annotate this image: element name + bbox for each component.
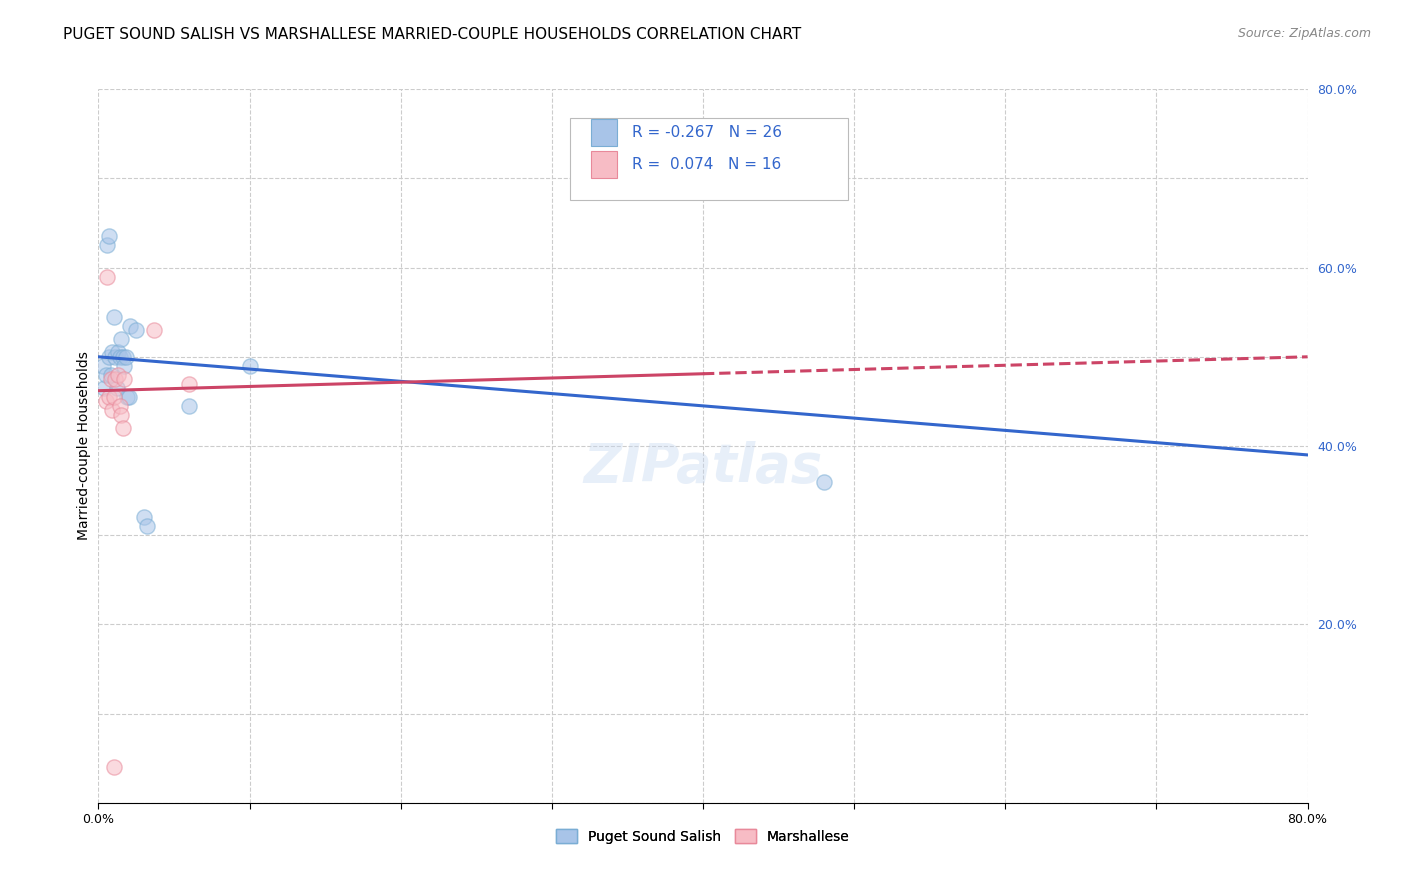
Point bbox=[101, 403, 124, 417]
Point bbox=[108, 350, 131, 364]
FancyBboxPatch shape bbox=[591, 120, 617, 146]
Point bbox=[98, 350, 121, 364]
Text: R =  0.074   N = 16: R = 0.074 N = 16 bbox=[631, 157, 780, 172]
Point bbox=[101, 345, 124, 359]
Point bbox=[110, 408, 132, 422]
Point bbox=[143, 323, 166, 337]
Point bbox=[91, 64, 114, 78]
Point bbox=[813, 475, 835, 489]
Point bbox=[93, 381, 115, 395]
Point bbox=[91, 359, 114, 373]
Point bbox=[112, 372, 135, 386]
Point bbox=[179, 399, 201, 413]
Point bbox=[104, 372, 127, 386]
Point bbox=[105, 381, 128, 395]
Point bbox=[112, 359, 135, 373]
FancyBboxPatch shape bbox=[569, 118, 848, 200]
Text: R = -0.267   N = 26: R = -0.267 N = 26 bbox=[631, 125, 782, 140]
Y-axis label: Married-couple Households: Married-couple Households bbox=[77, 351, 91, 541]
Point bbox=[98, 390, 121, 404]
Point bbox=[100, 368, 122, 382]
Point bbox=[94, 368, 117, 382]
Point bbox=[132, 510, 155, 524]
Point bbox=[110, 332, 132, 346]
Point bbox=[179, 376, 201, 391]
Point bbox=[103, 390, 125, 404]
Point bbox=[120, 318, 142, 333]
Point bbox=[111, 350, 134, 364]
Text: PUGET SOUND SALISH VS MARSHALLESE MARRIED-COUPLE HOUSEHOLDS CORRELATION CHART: PUGET SOUND SALISH VS MARSHALLESE MARRIE… bbox=[63, 27, 801, 42]
Point bbox=[239, 359, 262, 373]
Point bbox=[96, 238, 118, 252]
Point bbox=[118, 390, 141, 404]
Point bbox=[107, 345, 129, 359]
Point bbox=[108, 399, 131, 413]
Text: ZIPatlas: ZIPatlas bbox=[583, 442, 823, 493]
Point bbox=[111, 421, 134, 435]
Point bbox=[103, 760, 125, 774]
Point bbox=[115, 390, 138, 404]
Point bbox=[125, 323, 148, 337]
Point bbox=[107, 368, 129, 382]
Text: Source: ZipAtlas.com: Source: ZipAtlas.com bbox=[1237, 27, 1371, 40]
Point bbox=[103, 310, 125, 324]
Point bbox=[135, 519, 157, 533]
Point bbox=[96, 269, 118, 284]
Point bbox=[100, 372, 122, 386]
Point bbox=[114, 350, 136, 364]
Legend: Puget Sound Salish, Marshallese: Puget Sound Salish, Marshallese bbox=[551, 823, 855, 849]
Point bbox=[94, 394, 117, 409]
Point bbox=[98, 229, 121, 244]
Point bbox=[104, 350, 127, 364]
FancyBboxPatch shape bbox=[591, 152, 617, 178]
